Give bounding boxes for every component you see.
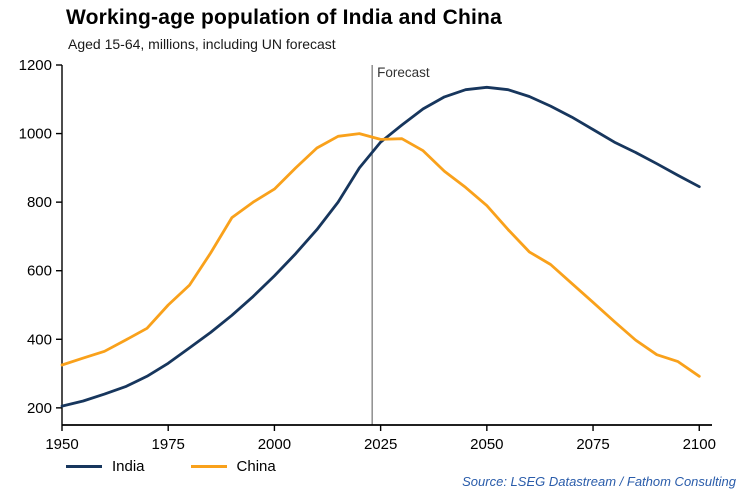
forecast-label: Forecast (377, 65, 430, 80)
x-tick-label: 1975 (152, 436, 185, 453)
y-tick-label: 400 (27, 331, 52, 348)
series-line-china (60, 132, 701, 378)
x-tick-label: 2000 (258, 436, 291, 453)
legend-label-india: India (112, 458, 145, 475)
x-tick-label: 2100 (683, 436, 716, 453)
chart-subtitle: Aged 15-64, millions, including UN forec… (68, 36, 336, 52)
x-tick-label: 1950 (45, 436, 78, 453)
chart-title: Working-age population of India and Chin… (66, 6, 502, 29)
series-line-india (60, 85, 701, 408)
legend-swatch-china (190, 465, 227, 468)
x-tick-label: 2050 (470, 436, 503, 453)
chart-svg: Forecast 200 400 600 800 1000 1200 1950 1975 2000… (19, 57, 716, 453)
y-tick-label: 1200 (19, 57, 52, 74)
y-tick-label: 800 (27, 194, 52, 211)
y-tick-label: 200 (27, 400, 52, 417)
y-tick-label: 1000 (19, 126, 52, 143)
x-tick-label: 2075 (576, 436, 609, 453)
legend-label-china: China (236, 458, 276, 475)
source-text: Source: LSEG Datastream / Fathom Consult… (462, 474, 736, 489)
legend: India China (66, 458, 276, 475)
legend-swatch-india (66, 465, 102, 468)
y-tick-label: 600 (27, 263, 52, 280)
legend-item-china: China (190, 458, 276, 475)
x-tick-label: 2025 (364, 436, 397, 453)
legend-item-india: India (66, 458, 145, 475)
